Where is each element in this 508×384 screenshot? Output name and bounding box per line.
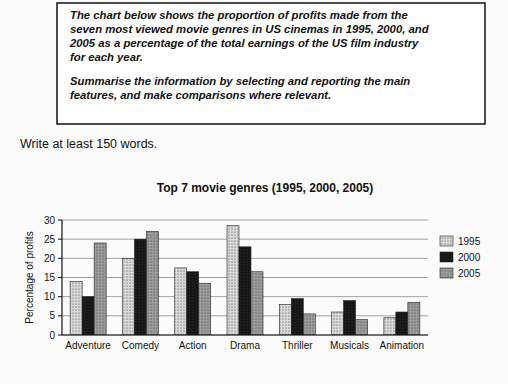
bar <box>332 312 344 335</box>
legend-label: 1995 <box>458 236 481 247</box>
bar <box>70 281 82 335</box>
y-tick-label: 30 <box>44 215 56 226</box>
x-tick-label: Action <box>179 340 207 351</box>
grid-line <box>62 335 428 336</box>
x-tick-label: Animation <box>380 340 424 351</box>
y-tick-label: 10 <box>44 291 56 302</box>
bar <box>122 258 134 335</box>
x-tick-label: Drama <box>230 340 260 351</box>
bar <box>356 320 368 335</box>
bar <box>344 301 356 336</box>
bar <box>303 314 315 335</box>
legend-swatch <box>440 268 453 278</box>
bar <box>199 283 211 335</box>
y-tick-label: 20 <box>44 253 56 264</box>
legend-swatch <box>440 236 453 246</box>
y-tick-label: 25 <box>44 234 56 245</box>
task-box <box>57 3 485 124</box>
bar <box>396 312 408 335</box>
task-text: The chart below shows the proportion of … <box>70 9 408 21</box>
bars <box>70 226 420 335</box>
bar <box>94 243 106 335</box>
y-tick-label: 15 <box>44 272 56 283</box>
task-text: Summarise the information by selecting a… <box>70 75 410 87</box>
bar <box>227 226 239 335</box>
bar <box>187 272 199 335</box>
grid-line <box>62 220 428 221</box>
bar <box>175 268 187 335</box>
x-tick-label: Thriller <box>282 340 313 351</box>
task-text: seven most viewed movie genres in US cin… <box>70 23 430 35</box>
chart-title: Top 7 movie genres (1995, 2000, 2005) <box>157 181 374 195</box>
bar <box>239 247 251 335</box>
legend-label: 2000 <box>458 252 481 263</box>
bar <box>291 299 303 335</box>
instruction: Write at least 150 words. <box>20 137 157 151</box>
y-axis-label: Percentage of profits <box>24 231 35 323</box>
x-tick-label: Adventure <box>65 340 111 351</box>
legend-swatch <box>440 252 453 262</box>
x-axis <box>62 334 428 335</box>
bar <box>82 297 94 335</box>
y-axis <box>61 220 62 335</box>
bar <box>146 232 158 336</box>
legend-label: 2005 <box>458 268 481 279</box>
page: The chart below shows the proportion of … <box>0 0 508 384</box>
y-tick-label: 5 <box>49 310 55 321</box>
task-text: for each year. <box>70 51 143 63</box>
x-tick-label: Musicals <box>330 340 369 351</box>
y-tick-label: 0 <box>49 330 55 341</box>
task-text: 2005 as a percentage of the total earnin… <box>69 37 419 49</box>
grid-line <box>62 239 428 240</box>
bar <box>251 272 263 335</box>
bar <box>279 304 291 335</box>
bar <box>134 239 146 335</box>
x-tick-label: Comedy <box>122 340 159 351</box>
bar <box>408 302 420 335</box>
bar <box>384 318 396 335</box>
task-text: features, and make comparisons where rel… <box>70 89 331 101</box>
